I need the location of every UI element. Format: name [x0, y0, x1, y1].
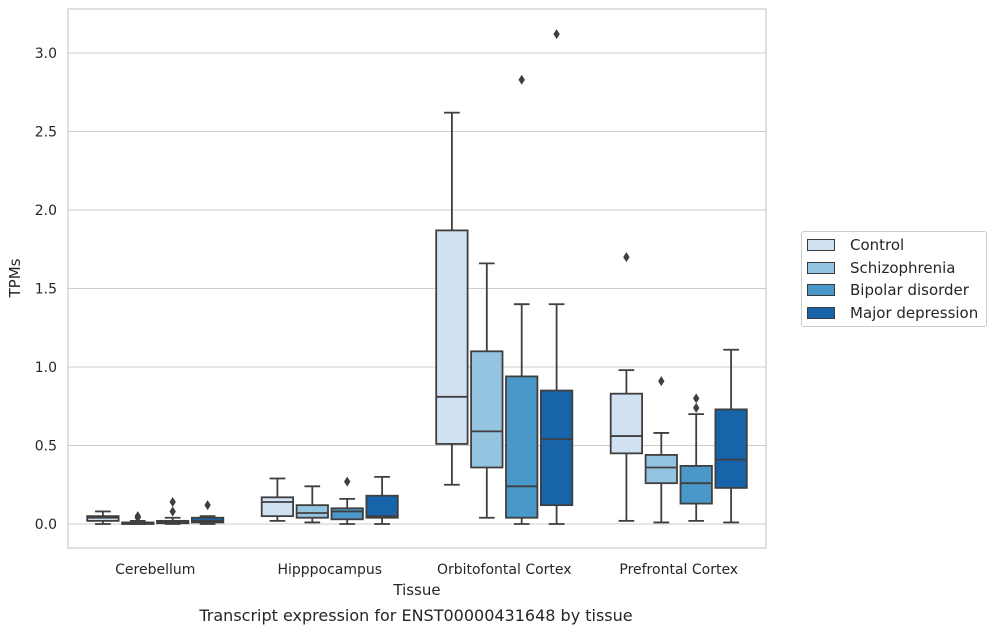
- x-tick-labels: Cerebellum Hipppocampus Orbitofontal Corte…: [115, 562, 738, 578]
- box-body: [295, 504, 329, 519]
- box-body: [644, 454, 678, 485]
- box-3-2: [539, 29, 574, 525]
- legend-swatch: [807, 261, 835, 274]
- box-3-3: [714, 348, 748, 524]
- y-tick-label: 3.0: [35, 46, 57, 62]
- legend-swatch: [807, 306, 835, 319]
- y-axis-label: TPMs: [6, 258, 24, 298]
- legend-label: Major depression: [850, 303, 979, 322]
- grid-lines: [68, 52, 766, 525]
- box-body: [539, 389, 574, 507]
- outlier-point: [553, 29, 560, 40]
- outlier-point: [134, 511, 141, 522]
- boxes: [86, 29, 748, 525]
- x-tick-label: Orbitofontal Cortex: [437, 562, 572, 578]
- outlier-point: [693, 393, 700, 404]
- box-0-0: [86, 510, 120, 525]
- box-body: [330, 507, 364, 521]
- box-body: [470, 350, 504, 469]
- legend-item: Bipolar disorder: [807, 280, 969, 300]
- box-2-1: [330, 476, 364, 525]
- outlier-point: [658, 376, 665, 387]
- box-1-2: [470, 262, 504, 519]
- box-body: [365, 494, 399, 519]
- x-tick-label: Hipppocampus: [277, 562, 382, 578]
- plot-area-frame: [67, 8, 767, 549]
- x-tick-label: Prefrontal Cortex: [619, 562, 738, 578]
- box-0-2: [435, 111, 469, 486]
- outlier-point: [693, 402, 700, 413]
- y-tick-label: 1.0: [35, 360, 57, 376]
- outlier-point: [169, 497, 176, 508]
- outlier-point: [204, 500, 211, 511]
- box-2-0: [156, 497, 190, 525]
- box-body: [435, 229, 469, 445]
- box-1-1: [295, 485, 329, 524]
- y-tick-label: 0.5: [35, 439, 57, 455]
- y-tick-label: 0.0: [35, 517, 57, 533]
- outlier-point: [623, 252, 630, 263]
- box-body: [714, 408, 748, 489]
- box-0-1: [260, 477, 295, 522]
- box-body: [260, 496, 295, 518]
- box-body: [679, 465, 713, 505]
- box-2-3: [679, 393, 713, 522]
- y-tick-labels: 0.0 0.5 1.0 1.5 2.0 2.5 3.0: [35, 46, 57, 533]
- x-axis-label: Tissue: [392, 581, 440, 599]
- chart-caption: Transcript expression for ENST0000043164…: [199, 606, 633, 625]
- y-tick-label: 2.5: [35, 125, 57, 141]
- legend-item: Schizophrenia: [807, 258, 955, 278]
- box-2-2: [505, 74, 539, 525]
- legend-swatch: [807, 239, 835, 251]
- legend: Control Schizophrenia Bipolar disorder Majo…: [801, 231, 987, 327]
- box-3-0: [190, 500, 225, 525]
- box-body: [505, 375, 539, 519]
- box-0-3: [609, 252, 644, 522]
- legend-item: Control: [807, 235, 904, 255]
- legend-label: Schizophrenia: [850, 258, 956, 277]
- legend-item: Major depression: [807, 303, 978, 323]
- outlier-point: [344, 476, 351, 487]
- legend-label: Bipolar disorder: [850, 281, 969, 299]
- outlier-point: [518, 74, 525, 85]
- x-tick-label: Cerebellum: [115, 562, 195, 578]
- box-body: [609, 392, 644, 455]
- y-tick-label: 2.0: [35, 203, 57, 219]
- box-3-1: [365, 475, 399, 525]
- legend-swatch: [807, 284, 835, 296]
- box-1-3: [644, 376, 678, 524]
- legend-label: Control: [850, 236, 905, 254]
- box-1-0: [121, 511, 155, 525]
- y-tick-label: 1.5: [35, 282, 57, 298]
- outlier-point: [169, 506, 176, 517]
